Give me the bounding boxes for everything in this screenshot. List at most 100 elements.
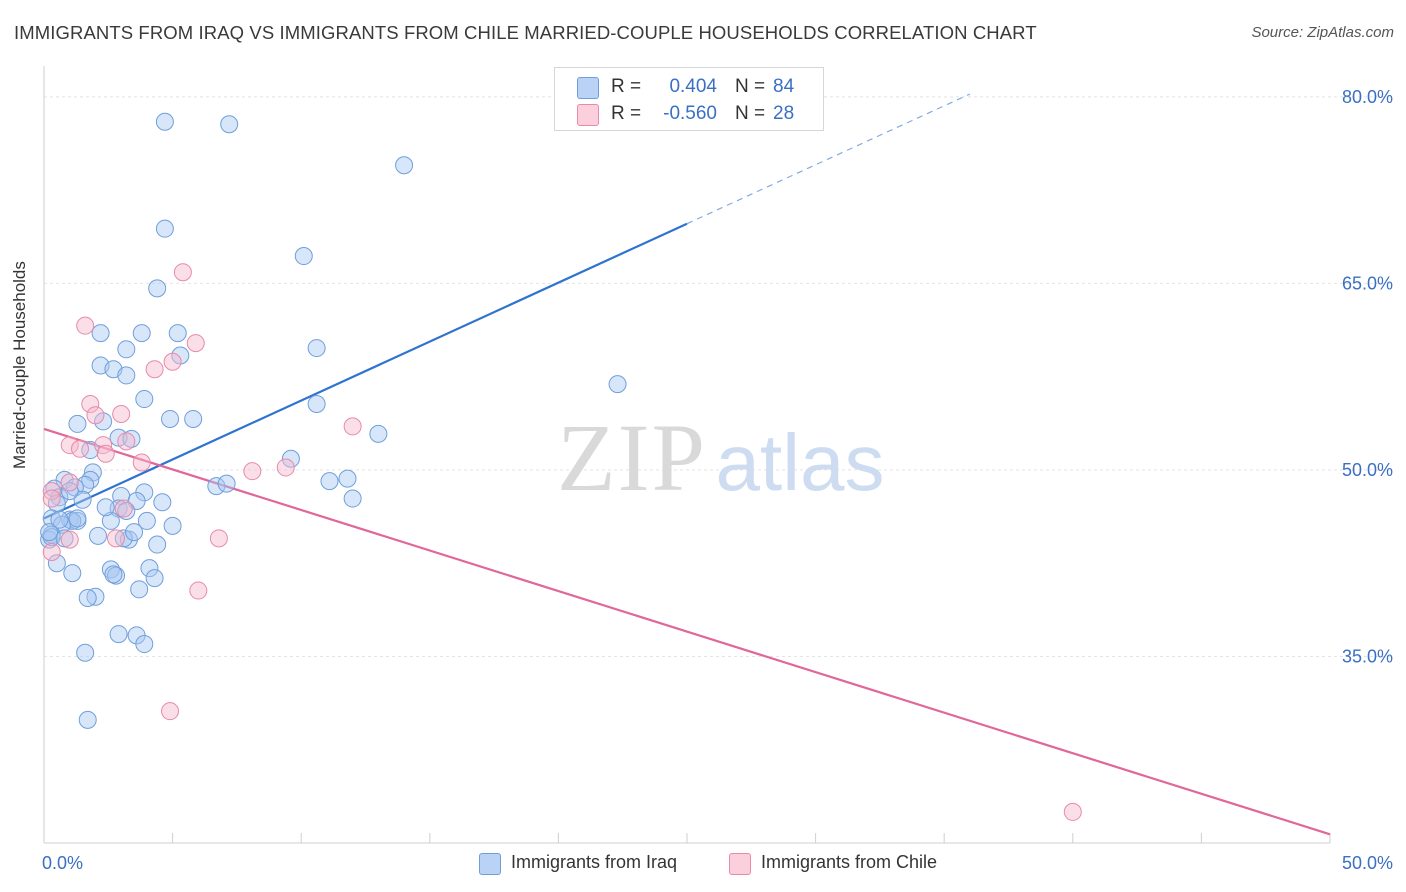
- legend-r-label: R =: [611, 103, 642, 124]
- iraq-point: [78, 589, 97, 608]
- chile-point: [343, 417, 362, 436]
- iraq-point: [73, 490, 92, 509]
- iraq-point: [338, 469, 357, 488]
- iraq-point: [145, 569, 164, 588]
- legend-swatch-iraq: [577, 77, 599, 99]
- x-tick-label: 0.0%: [42, 853, 83, 873]
- iraq-point: [117, 340, 136, 359]
- watermark-zip: ZIP: [557, 404, 707, 511]
- iraq-point: [68, 509, 87, 528]
- axes: [43, 66, 1331, 844]
- iraq-point: [104, 565, 123, 584]
- watermark: ZIP atlas: [557, 404, 884, 511]
- chile-point: [117, 432, 136, 451]
- iraq-point: [50, 510, 69, 529]
- iraq-point: [148, 535, 167, 554]
- chile-point: [276, 458, 295, 477]
- chile-point: [42, 482, 61, 501]
- iraq-point: [137, 511, 156, 530]
- chile-point: [243, 462, 262, 481]
- iraq-point: [135, 390, 154, 409]
- iraq-point: [63, 511, 82, 530]
- source-credit: Source: ZipAtlas.com: [1251, 24, 1394, 41]
- iraq-point: [307, 395, 326, 414]
- iraq-point: [369, 424, 388, 443]
- legend-swatch-chile: [577, 104, 599, 126]
- iraq-point: [155, 112, 174, 131]
- iraq-point: [76, 475, 95, 494]
- trend-lines: [43, 93, 1331, 836]
- iraq-point: [207, 477, 226, 496]
- chile-point: [42, 489, 61, 508]
- chart-title: IMMIGRANTS FROM IRAQ VS IMMIGRANTS FROM …: [14, 22, 1037, 43]
- data-points: [40, 112, 1082, 821]
- iraq-point: [281, 449, 300, 468]
- iraq-point: [125, 523, 144, 542]
- iraq-point: [40, 523, 59, 542]
- iraq-point: [395, 156, 414, 175]
- y-tick-label: 35.0%: [1342, 646, 1393, 666]
- chile-point: [114, 499, 133, 518]
- iraq-point: [117, 366, 136, 385]
- chile-point: [86, 406, 105, 425]
- iraq-point: [122, 429, 141, 448]
- iraq-point: [42, 528, 61, 547]
- legend-r-value: -0.560: [663, 103, 717, 124]
- legend-r-label: R =: [611, 76, 642, 97]
- iraq-point: [42, 509, 61, 528]
- iraq-point: [140, 559, 159, 578]
- bottom-legend-label-chile: Immigrants from Chile: [761, 852, 938, 872]
- y-tick-label: 80.0%: [1342, 87, 1393, 107]
- chile-point: [161, 702, 180, 721]
- chile-point: [186, 334, 205, 353]
- iraq-point: [168, 324, 187, 343]
- iraq-point: [148, 279, 167, 298]
- iraq-point: [130, 580, 149, 599]
- gridlines: [44, 96, 1392, 657]
- iraq-point: [220, 115, 239, 134]
- chile-point: [60, 436, 79, 455]
- iraq-point: [163, 516, 182, 535]
- trend-line-iraq-extension: [686, 93, 971, 225]
- stats-legend: R = 0.404 N = 84 R = -0.560 N = 28: [554, 67, 824, 131]
- legend-n-label: N =: [735, 103, 766, 124]
- chile-point: [81, 395, 100, 414]
- iraq-point: [89, 526, 108, 545]
- chile-point: [76, 316, 95, 335]
- bottom-legend-swatch-iraq: [479, 853, 501, 875]
- watermark-atlas: atlas: [716, 418, 885, 507]
- iraq-point: [217, 474, 236, 493]
- y-axis-label: Married-couple Households: [10, 261, 29, 469]
- iraq-point: [153, 493, 172, 512]
- chile-point: [173, 263, 192, 282]
- chile-point: [42, 543, 61, 562]
- iraq-point: [161, 409, 180, 428]
- bottom-legend-swatch-chile: [729, 853, 751, 875]
- iraq-point: [320, 472, 339, 491]
- bottom-legend-label-iraq: Immigrants from Iraq: [511, 852, 678, 872]
- iraq-point: [114, 529, 133, 548]
- trend-line-iraq: [43, 222, 688, 520]
- chile-point: [107, 529, 126, 548]
- x-tick-label: 50.0%: [1342, 853, 1393, 873]
- iraq-point: [76, 643, 95, 662]
- iraq-point: [81, 470, 100, 489]
- y-tick-label: 50.0%: [1342, 460, 1393, 480]
- legend-n-label: N =: [735, 76, 766, 97]
- iraq-point: [91, 324, 110, 343]
- y-tick-label: 65.0%: [1342, 273, 1393, 293]
- iraq-point: [135, 635, 154, 654]
- iraq-point: [86, 587, 105, 606]
- iraq-point: [132, 324, 151, 343]
- iraq-point: [117, 501, 136, 520]
- chile-point: [163, 352, 182, 371]
- chile-point: [189, 581, 208, 600]
- iraq-point: [294, 247, 313, 266]
- chile-point: [112, 404, 131, 423]
- chile-point: [1063, 802, 1082, 821]
- tick-labels: 35.0% 50.0% 65.0% 80.0% 0.0% 50.0%: [42, 87, 1393, 873]
- iraq-point: [307, 339, 326, 358]
- iraq-point: [63, 564, 82, 583]
- chile-point: [145, 360, 164, 379]
